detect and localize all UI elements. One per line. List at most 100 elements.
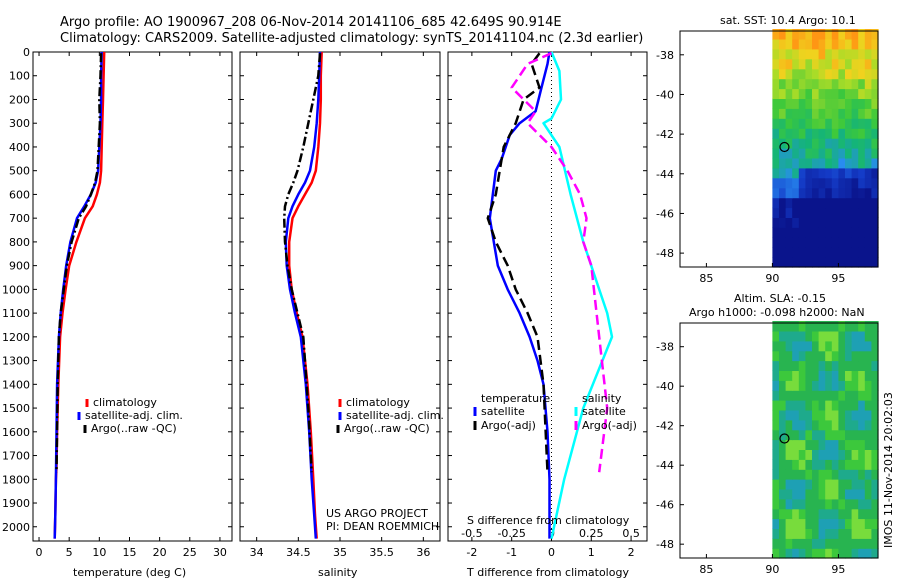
map-cell [851, 257, 859, 268]
map-cell [851, 68, 859, 80]
map-cell [805, 548, 813, 559]
map-cell [812, 207, 820, 218]
map-cell [792, 58, 800, 70]
map-cell [798, 108, 806, 119]
map-cell [805, 400, 813, 411]
map-cell [864, 88, 872, 99]
map-cell [805, 128, 813, 139]
s-tick-label: 0.25 [579, 527, 604, 540]
map-cell [792, 330, 800, 342]
map-cell [851, 98, 859, 109]
map-cell [779, 207, 787, 218]
y-tick-label: 600 [9, 188, 30, 201]
map-cell [845, 128, 853, 139]
map-cell [812, 38, 820, 50]
map-cell [838, 118, 846, 129]
map-cell [825, 157, 833, 169]
map-cell [798, 439, 806, 450]
map-cell [838, 68, 846, 80]
y-tick-label: -38 [656, 341, 674, 354]
map-cell [864, 449, 872, 460]
map-cell [831, 38, 839, 50]
map-cell [779, 68, 787, 80]
map-cell [845, 58, 853, 70]
pi-label: PI: DEAN ROEMMICH [326, 520, 439, 533]
map-cell [845, 247, 853, 258]
sla-map-title2: Argo h1000: -0.098 h2000: NaN [689, 306, 865, 319]
map-cell [838, 207, 846, 218]
map-cell [831, 118, 839, 129]
map-cell [812, 370, 820, 381]
map-cell [818, 350, 826, 362]
map-cell [831, 340, 839, 352]
map-cell [825, 29, 833, 40]
x-tick-label: 30 [213, 546, 227, 559]
map-cell [851, 459, 859, 470]
map-cell [798, 187, 806, 199]
map-cell [838, 429, 846, 441]
map-cell [772, 29, 780, 40]
map-cell [772, 157, 780, 169]
map-cell [798, 237, 806, 248]
x-tick-label: 10 [92, 546, 106, 559]
map-cell [818, 58, 826, 70]
map-cell [772, 197, 780, 209]
map-cell [818, 38, 826, 50]
map-cell [858, 68, 866, 80]
map-cell [831, 488, 839, 500]
map-cell [779, 409, 787, 421]
map-cell [864, 419, 872, 431]
map-cell [785, 247, 793, 258]
map-cell [805, 390, 813, 401]
map-cell [779, 459, 787, 470]
y-tick-label: 1500 [2, 402, 30, 415]
map-cell [812, 340, 820, 352]
map-cell [779, 78, 787, 90]
map-cell [772, 167, 780, 179]
map-cell [858, 479, 866, 490]
map-cell [818, 148, 826, 159]
map-cell [845, 429, 853, 441]
map-cell [845, 78, 853, 90]
map-cell [858, 78, 866, 90]
map-cell [798, 409, 806, 421]
map-cell [825, 187, 833, 199]
map-cell [825, 118, 833, 129]
map-cell [831, 217, 839, 228]
map-cell [798, 217, 806, 228]
map-cell [845, 459, 853, 470]
map-cell [798, 118, 806, 129]
map-cell [798, 330, 806, 342]
map-cell [785, 498, 793, 510]
map-cell [798, 498, 806, 510]
map-cell [812, 148, 820, 159]
map-cell [871, 167, 879, 179]
map-cell [798, 78, 806, 90]
map-cell [858, 538, 866, 549]
s-tick-label: 0.5 [622, 527, 640, 540]
map-cell [772, 217, 780, 228]
map-cell [838, 29, 846, 40]
map-cell [785, 518, 793, 529]
map-cell [772, 187, 780, 199]
map-cell [825, 498, 833, 510]
map-cell [864, 459, 872, 470]
map-cell [825, 197, 833, 209]
map-cell [812, 217, 820, 228]
map-cell [805, 419, 813, 431]
map-cell [851, 360, 859, 371]
map-cell [812, 528, 820, 539]
map-cell [792, 459, 800, 470]
x-tick-label: 5 [66, 546, 73, 559]
map-cell [838, 88, 846, 99]
map-cell [792, 98, 800, 109]
map-cell [812, 197, 820, 209]
map-cell [818, 449, 826, 460]
map-cell [845, 321, 853, 332]
map-cell [845, 207, 853, 218]
map-cell [792, 419, 800, 431]
map-cell [825, 469, 833, 480]
map-cell [785, 330, 793, 342]
map-cell [792, 237, 800, 248]
map-cell [838, 350, 846, 362]
